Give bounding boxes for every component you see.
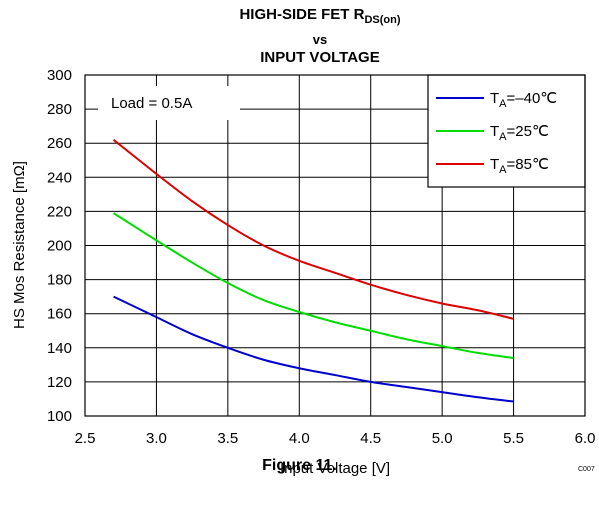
y-axis-label: HS Mos Resistance [mΩ] [11,161,28,329]
chart-title-line2: vs [313,32,327,47]
legend-label-prefix: T [490,90,499,107]
x-tick-label: 2.5 [75,430,96,447]
x-axis-label: Input Voltage [V] [280,460,390,477]
y-tick-label: 260 [47,135,72,152]
chart-title-subscript: DS(on) [364,14,400,26]
legend-label-prefix: T [490,156,499,173]
y-tick-label: 280 [47,101,72,118]
x-tick-label: 3.5 [217,430,238,447]
y-tick-label: 140 [47,340,72,357]
x-tick-label: 5.5 [503,430,524,447]
legend-label-subscript: A [499,164,507,176]
legend-label-suffix: =85℃ [507,156,549,173]
legend-label-subscript: A [499,98,507,110]
legend-label-suffix: =25℃ [507,123,549,140]
x-tick-label: 4.0 [289,430,310,447]
y-tick-label: 160 [47,306,72,323]
y-tick-label: 100 [47,408,72,425]
x-tick-label: 5.0 [432,430,453,447]
y-tick-label: 240 [47,169,72,186]
figure-code: C007 [578,466,595,473]
annotation-box [98,86,240,120]
chart-title-line3: INPUT VOLTAGE [260,49,379,66]
y-tick-label: 200 [47,238,72,255]
series-line-1 [113,212,514,360]
series-group [112,139,514,403]
x-tick-label: 6.0 [575,430,596,447]
chart-title-line1: HIGH-SIDE FET RDS(on) [239,6,400,26]
series-line-2 [112,139,514,320]
plot-frame [84,74,586,417]
legend-label-1: TA=25℃ [490,123,549,143]
x-tick-label: 3.0 [146,430,167,447]
series-line-0 [113,295,514,403]
legend-label-0: TA=–40℃ [490,90,557,110]
legend: TA=–40℃TA=25℃TA=85℃ [427,74,586,188]
legend-label-suffix: =–40℃ [507,90,558,107]
legend-label-2: TA=85℃ [490,156,549,176]
y-tick-label: 300 [47,67,72,84]
figure-caption: Figure 11. [262,457,337,474]
legend-label-subscript: A [499,131,507,143]
y-tick-label: 220 [47,203,72,220]
chart-title-main: HIGH-SIDE FET R [239,6,364,23]
y-tick-labels: 100 120 140 160 180 200 220 240 260 280 300 [47,67,72,425]
x-tick-label: 4.5 [360,430,381,447]
x-tick-labels: 2.5 3.0 3.5 4.0 4.5 5.0 5.5 6.0 [75,430,596,447]
legend-label-prefix: T [490,123,499,140]
y-tick-label: 180 [47,272,72,289]
annotation-text: Load = 0.5A [111,95,192,112]
y-tick-label: 120 [47,374,72,391]
